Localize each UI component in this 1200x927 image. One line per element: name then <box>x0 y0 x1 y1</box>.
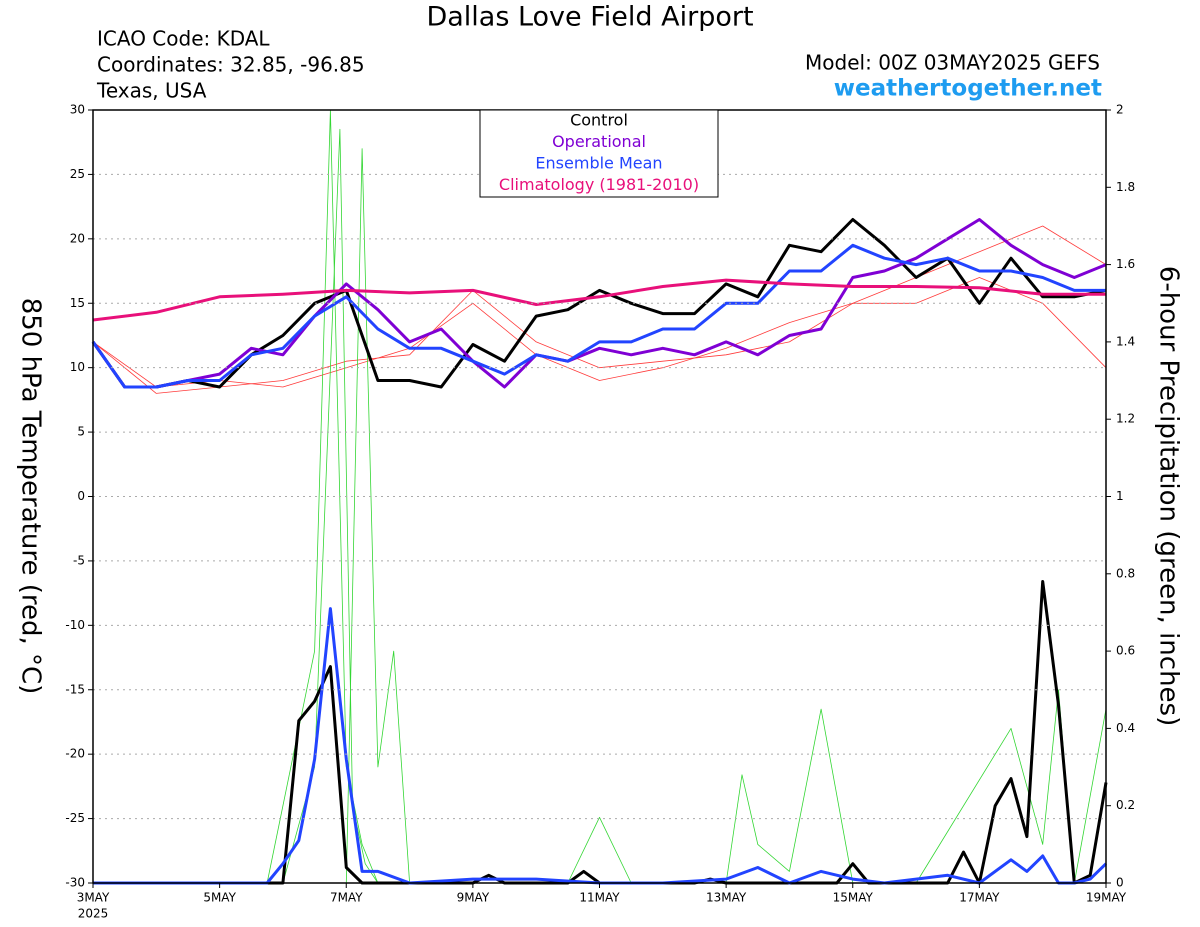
y-tick-label: 25 <box>70 167 85 181</box>
member-line <box>93 708 1106 884</box>
legend-entry: Ensemble Mean <box>535 154 662 173</box>
y2-tick-label: 1.6 <box>1116 257 1135 271</box>
y2-tick-label: 2 <box>1116 103 1124 117</box>
x-tick-label: 3MAY <box>77 891 110 905</box>
y2-tick-label: 0.8 <box>1116 566 1135 580</box>
member-line <box>93 128 1106 884</box>
member-line <box>92 225 1107 394</box>
legend-entry: Operational <box>552 132 646 151</box>
x-tick-label: 15MAY <box>833 891 874 905</box>
series-line <box>91 218 1107 389</box>
y2-tick-label: 0.4 <box>1116 721 1135 735</box>
x-tick-label: 7MAY <box>330 891 363 905</box>
y-tick-label: -10 <box>65 618 85 632</box>
series-line <box>91 243 1106 389</box>
x-tick-label: 5MAY <box>203 891 236 905</box>
x-tick-label: 9MAY <box>457 891 490 905</box>
member-line <box>93 148 1107 884</box>
series-line <box>91 218 1107 389</box>
legend: Control Operational Ensemble Mean Climatolo… <box>479 109 719 198</box>
y2-axis-label: 6-hour Precipitation (green, inches) <box>1154 266 1184 726</box>
info-line: Coordinates: 32.85, -96.85 <box>97 53 365 77</box>
y2-tick-label: 0.2 <box>1116 798 1135 812</box>
y-tick-label: -15 <box>65 682 85 696</box>
y-tick-label: 5 <box>77 425 85 439</box>
y2-tick-label: 0 <box>1116 876 1124 890</box>
x-tick-label: 11MAY <box>579 891 620 905</box>
chart-title: Dallas Love Field Airport <box>426 2 753 33</box>
info-line: Texas, USA <box>96 79 207 103</box>
site-label: weathertogether.net <box>834 76 1102 102</box>
y-axis-label: 850 hPa Temperature (red, °C) <box>16 298 46 695</box>
y-tick-label: 10 <box>70 360 85 374</box>
precip-line <box>93 607 1108 885</box>
y-tick-label: -25 <box>65 811 85 825</box>
legend-entry: Climatology (1981-2010) <box>499 175 699 194</box>
precip-line <box>93 580 1108 885</box>
y-tick-label: 20 <box>70 231 85 245</box>
year-label: 2025 <box>78 907 109 921</box>
y2-tick-label: 1.4 <box>1116 334 1135 348</box>
y-tick-label: 0 <box>77 489 85 503</box>
y2-tick-label: 1 <box>1116 489 1124 503</box>
y2-tick-label: 1.2 <box>1116 412 1135 426</box>
model-label: Model: 00Z 03MAY2025 GEFS <box>805 51 1100 75</box>
info-line: ICAO Code: KDAL <box>97 27 270 51</box>
legend-box <box>479 109 719 198</box>
y2-tick-label: 0.6 <box>1116 644 1135 658</box>
series-line <box>92 278 1106 322</box>
legend-entry: Control <box>570 111 628 130</box>
x-tick-label: 17MAY <box>959 891 1000 905</box>
member-line <box>92 277 1107 388</box>
y-tick-label: 15 <box>70 296 85 310</box>
y2-tick-label: 1.8 <box>1116 180 1135 194</box>
x-tick-label: 19MAY <box>1086 891 1127 905</box>
y-tick-label: -30 <box>65 876 85 890</box>
y-tick-label: -5 <box>73 553 85 567</box>
y-tick-label: 30 <box>70 103 85 117</box>
y-tick-label: -20 <box>65 747 85 761</box>
member-line <box>93 109 1106 884</box>
x-tick-label: 13MAY <box>706 891 747 905</box>
